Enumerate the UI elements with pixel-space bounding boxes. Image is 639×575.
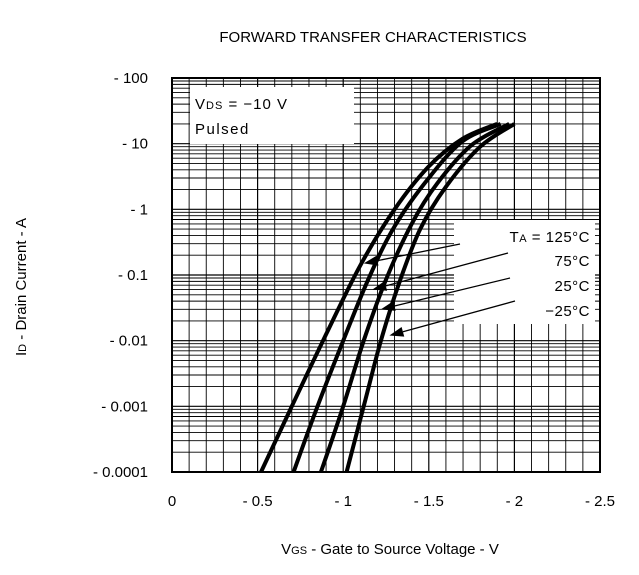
legend-label-minus25c: −25°C xyxy=(545,303,590,320)
legend-label-75c: 75°C xyxy=(554,253,590,270)
arrow-head xyxy=(380,301,396,311)
x-axis-label: VGS - Gate to Source Voltage - V xyxy=(281,541,499,558)
x-label-rest: - Gate to Source Voltage - V xyxy=(307,541,499,558)
series-line-0 xyxy=(259,122,499,473)
y-axis-label: ID - Drain Current - A xyxy=(13,218,30,356)
legend: TA = 125°C 75°C 25°C −25°C xyxy=(454,220,595,324)
x-label-sub: GS xyxy=(291,545,307,557)
legend-label-25c: 25°C xyxy=(554,278,590,295)
x-tick-label: - 1 xyxy=(334,493,352,510)
plot-frame xyxy=(171,77,601,473)
chart-title: FORWARD TRANSFER CHARACTERISTICS xyxy=(219,29,526,46)
vds-rest: = −10 V xyxy=(223,96,288,113)
arrow-line xyxy=(385,252,509,287)
arrow-head xyxy=(372,281,388,291)
pulsed-label: Pulsed xyxy=(195,121,250,138)
conditions-box-bg xyxy=(190,87,354,144)
y-label-main: I xyxy=(13,352,30,356)
arrow-head xyxy=(363,255,379,266)
y-tick-label: - 0.01 xyxy=(110,333,148,350)
arrow-head xyxy=(389,326,405,337)
conditions-box: VDS = −10 V Pulsed xyxy=(190,87,354,144)
series-line-3 xyxy=(344,122,516,473)
vds-main: V xyxy=(195,96,206,113)
legend-title-main: T xyxy=(510,229,520,246)
x-tick-label: 0 xyxy=(168,493,176,510)
y-tick-label: - 0.1 xyxy=(118,267,148,284)
x-tick-label: - 2 xyxy=(506,493,524,510)
arrow-line xyxy=(402,300,516,333)
x-tick-label: - 1.5 xyxy=(414,493,444,510)
legend-label-125c: 125°C xyxy=(546,229,590,246)
legend-bg xyxy=(454,220,595,324)
y-label-rest: - Drain Current - A xyxy=(13,218,30,344)
legend-title-rest: = xyxy=(527,229,546,246)
x-label-main: V xyxy=(281,541,291,558)
vds-condition: VDS = −10 V xyxy=(195,96,288,113)
tick-labels: 0 - 0.5 - 1 - 1.5 - 2 - 2.5 - 100 - 10 - 1 - 0.1 -… xyxy=(93,70,615,510)
y-tick-label: - 10 xyxy=(122,136,148,153)
arrow-line xyxy=(394,277,511,307)
arrow-line xyxy=(377,243,461,262)
x-tick-label: - 2.5 xyxy=(585,493,615,510)
vds-sub: DS xyxy=(206,100,223,112)
series-line-2 xyxy=(319,122,511,473)
legend-title-sub: A xyxy=(519,233,527,245)
y-label-sub: D xyxy=(17,344,29,352)
y-tick-label: - 0.001 xyxy=(101,398,148,415)
legend-arrows xyxy=(363,243,516,337)
y-tick-label: - 100 xyxy=(114,70,148,87)
y-tick-label: - 0.0001 xyxy=(93,464,148,481)
y-tick-label: - 1 xyxy=(130,201,148,218)
x-tick-label: - 0.5 xyxy=(243,493,273,510)
legend-entry-125c: TA = 125°C xyxy=(510,229,590,246)
